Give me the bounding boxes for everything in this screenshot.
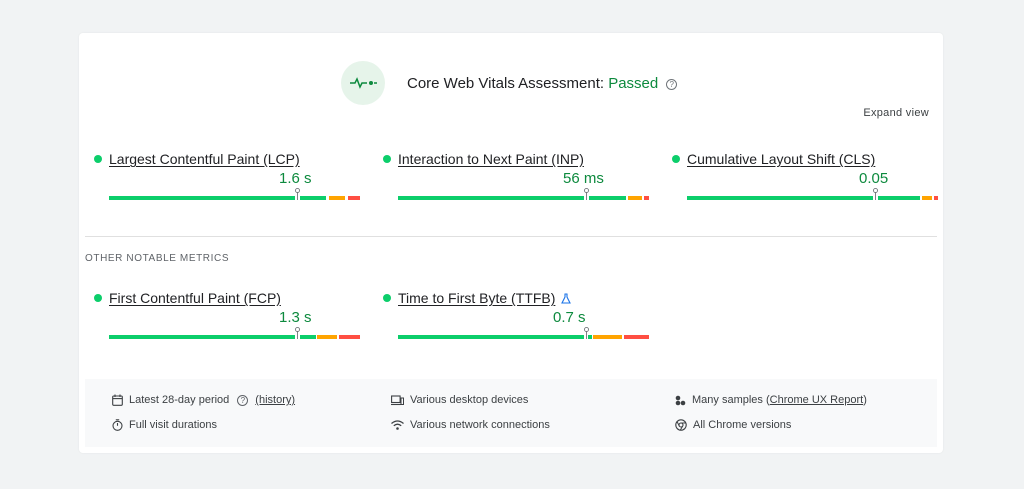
good-status-dot — [383, 294, 391, 302]
metric-value-fcp: 1.3 s — [279, 309, 312, 326]
footer-samples: Many samples (Chrome UX Report) — [675, 394, 867, 406]
metric-label-inp[interactable]: Interaction to Next Paint (INP) — [398, 151, 584, 167]
cwv-card: Core Web Vitals Assessment: Passed ? Exp… — [79, 33, 943, 453]
durations-text: Full visit durations — [129, 419, 218, 431]
metric-label-ttfb[interactable]: Time to First Byte (TTFB) — [398, 290, 556, 306]
percentile-marker-icon — [584, 327, 589, 339]
metric-ttfb: Time to First Byte (TTFB) 0.7 s — [383, 289, 649, 339]
metric-value-inp: 56 ms — [563, 170, 604, 187]
footer-period: Latest 28-day period ? (history) — [112, 394, 295, 406]
samples-prefix: Many samples ( — [692, 394, 770, 406]
footer-durations: Full visit durations — [112, 419, 217, 431]
data-source-footer: Latest 28-day period ? (history) Various… — [85, 379, 937, 447]
calendar-icon — [112, 394, 123, 406]
assessment-header: Core Web Vitals Assessment: Passed ? — [341, 61, 678, 105]
connections-text: Various network connections — [410, 419, 550, 431]
percentile-marker-icon — [873, 188, 878, 200]
distribution-bar — [398, 327, 649, 339]
experimental-flask-icon — [561, 292, 572, 304]
wifi-icon — [391, 420, 404, 430]
footer-connections: Various network connections — [391, 419, 550, 431]
good-status-dot — [383, 155, 391, 163]
metric-label-fcp[interactable]: First Contentful Paint (FCP) — [109, 290, 281, 306]
devices-icon — [391, 394, 404, 405]
metric-label-lcp[interactable]: Largest Contentful Paint (LCP) — [109, 151, 300, 167]
period-text: Latest 28-day period — [129, 394, 230, 406]
help-icon[interactable]: ? — [237, 394, 249, 406]
metric-inp: Interaction to Next Paint (INP) 56 ms — [383, 150, 649, 200]
help-icon[interactable]: ? — [666, 78, 678, 90]
metric-lcp: Largest Contentful Paint (LCP) 1.6 s — [94, 150, 360, 200]
assessment-title: Core Web Vitals Assessment: Passed — [407, 74, 659, 92]
samples-icon — [675, 395, 686, 405]
distribution-bar — [109, 327, 360, 339]
good-status-dot — [94, 155, 102, 163]
metric-value-lcp: 1.6 s — [279, 170, 312, 187]
percentile-marker-icon — [295, 327, 300, 339]
pulse-icon — [341, 61, 385, 105]
chrome-icon — [675, 419, 687, 431]
metric-fcp: First Contentful Paint (FCP) 1.3 s — [94, 289, 360, 339]
distribution-bar — [109, 188, 360, 200]
metric-cls: Cumulative Layout Shift (CLS) 0.05 — [672, 150, 938, 200]
metric-label-cls[interactable]: Cumulative Layout Shift (CLS) — [687, 151, 876, 167]
footer-devices: Various desktop devices — [391, 394, 528, 406]
metric-value-ttfb: 0.7 s — [553, 309, 586, 326]
other-metrics-title: OTHER NOTABLE METRICS — [85, 253, 230, 264]
versions-text: All Chrome versions — [693, 419, 792, 431]
footer-versions: All Chrome versions — [675, 419, 791, 431]
chrome-ux-report-link[interactable]: Chrome UX Report — [769, 394, 864, 406]
expand-view-button[interactable]: Expand view — [863, 107, 929, 119]
devices-text: Various desktop devices — [410, 394, 529, 406]
samples-suffix: ) — [863, 394, 867, 406]
percentile-marker-icon — [295, 188, 300, 200]
distribution-bar — [687, 188, 938, 200]
metric-value-cls: 0.05 — [859, 170, 889, 187]
distribution-bar — [398, 188, 649, 200]
good-status-dot — [94, 294, 102, 302]
percentile-marker-icon — [584, 188, 589, 200]
good-status-dot — [672, 155, 680, 163]
history-link[interactable]: (history) — [255, 394, 296, 406]
assessment-status: Passed — [608, 74, 659, 92]
section-divider — [85, 236, 937, 237]
stopwatch-icon — [112, 419, 123, 431]
